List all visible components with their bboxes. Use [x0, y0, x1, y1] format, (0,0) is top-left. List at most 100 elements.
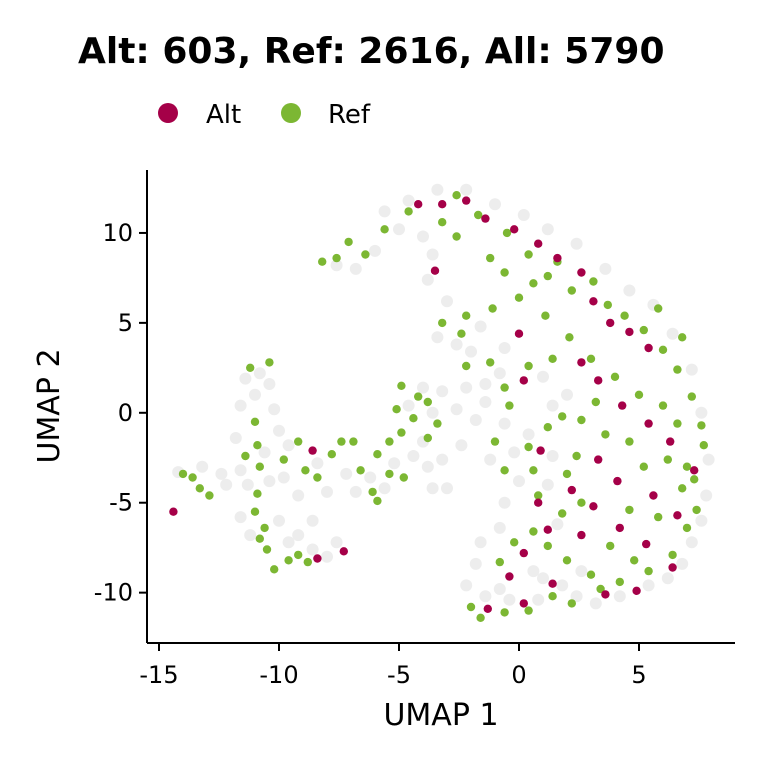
point-all-55 [465, 345, 477, 358]
point-ref-126 [678, 484, 687, 493]
series-all [172, 183, 715, 610]
point-all-103 [541, 478, 554, 491]
point-all-60 [460, 381, 473, 394]
point-all-89 [599, 262, 612, 275]
point-all-34 [388, 457, 401, 470]
point-alt-8 [510, 225, 519, 234]
point-alt-40 [668, 563, 677, 572]
point-ref-95 [572, 451, 581, 461]
point-ref-94 [625, 437, 634, 446]
point-all-38 [441, 482, 453, 495]
point-ref-8 [255, 462, 264, 471]
point-all-104 [551, 518, 564, 531]
point-ref-41 [318, 257, 327, 266]
point-ref-118 [500, 466, 509, 475]
point-ref-120 [558, 509, 567, 518]
point-all-14 [234, 511, 247, 524]
legend-ref-label: Ref [328, 100, 371, 130]
point-ref-82 [565, 333, 574, 342]
point-ref-10 [253, 489, 262, 498]
point-ref-31 [385, 469, 394, 479]
point-ref-116 [543, 423, 552, 432]
point-all-58 [493, 367, 506, 380]
point-all-21 [330, 536, 343, 549]
point-alt-41 [632, 586, 641, 595]
point-ref-4 [246, 363, 255, 372]
point-ref-80 [514, 293, 524, 302]
point-all-19 [306, 543, 319, 556]
point-ref-112 [500, 268, 509, 277]
point-all-42 [417, 381, 429, 394]
point-all-108 [493, 583, 506, 595]
point-ref-87 [673, 419, 682, 428]
point-all-78 [661, 572, 674, 585]
point-ref-36 [397, 381, 406, 390]
point-ref-119 [534, 491, 543, 500]
point-alt-44 [690, 466, 699, 475]
point-ref-34 [409, 414, 418, 423]
point-alt-31 [483, 604, 492, 613]
point-ref-93 [591, 397, 600, 407]
point-all-45 [330, 259, 343, 272]
point-alt-1 [313, 554, 322, 563]
point-alt-30 [519, 599, 528, 608]
point-ref-101 [524, 606, 533, 615]
point-ref-15 [270, 565, 279, 574]
point-all-11 [273, 424, 285, 437]
point-all-97 [378, 205, 391, 218]
point-all-88 [623, 284, 636, 297]
point-ref-30 [373, 496, 382, 506]
point-all-84 [695, 406, 708, 419]
point-all-6 [253, 367, 266, 380]
point-ref-27 [373, 450, 382, 459]
point-all-7 [263, 378, 276, 390]
plot-area [169, 183, 715, 622]
point-all-70 [479, 590, 492, 603]
point-ref-92 [558, 412, 567, 421]
point-all-24 [292, 489, 305, 502]
point-ref-56 [639, 325, 648, 335]
point-ref-63 [692, 505, 701, 515]
point-ref-97 [577, 498, 586, 507]
point-all-80 [685, 536, 698, 549]
legend: Alt Ref [158, 100, 371, 130]
point-all-35 [407, 450, 420, 462]
legend-alt-label: Alt [206, 100, 241, 130]
point-alt-12 [589, 297, 598, 306]
point-all-32 [364, 471, 377, 484]
point-ref-62 [690, 475, 699, 484]
point-all-10 [268, 403, 281, 416]
point-ref-68 [586, 570, 596, 579]
point-all-91 [541, 223, 554, 236]
point-all-47 [369, 244, 381, 257]
point-ref-75 [486, 358, 495, 367]
point-alt-26 [589, 502, 598, 511]
point-all-63 [508, 446, 521, 459]
y-tick-label-3: -5 [109, 489, 133, 517]
point-all-8 [249, 388, 261, 401]
point-ref-81 [541, 311, 550, 320]
point-all-48 [393, 223, 405, 236]
point-ref-48 [474, 210, 483, 220]
point-ref-52 [567, 286, 576, 295]
point-all-86 [666, 327, 679, 340]
point-all-110 [469, 414, 482, 426]
point-alt-36 [519, 376, 528, 385]
point-ref-22 [313, 473, 322, 482]
point-ref-42 [332, 253, 341, 263]
point-ref-38 [423, 433, 432, 443]
point-ref-57 [658, 345, 668, 354]
y-tick-label-4: -10 [94, 579, 133, 607]
point-ref-14 [262, 545, 272, 554]
point-all-20 [321, 550, 333, 563]
point-all-27 [258, 446, 271, 459]
point-ref-58 [673, 365, 682, 374]
point-ref-43 [344, 237, 353, 247]
point-all-57 [498, 342, 511, 354]
point-all-3 [234, 464, 247, 477]
point-alt-22 [613, 476, 622, 486]
point-ref-44 [361, 250, 370, 259]
y-axis-ticks: 10 5 0 -5 -10 [94, 219, 147, 607]
point-all-17 [282, 536, 295, 549]
